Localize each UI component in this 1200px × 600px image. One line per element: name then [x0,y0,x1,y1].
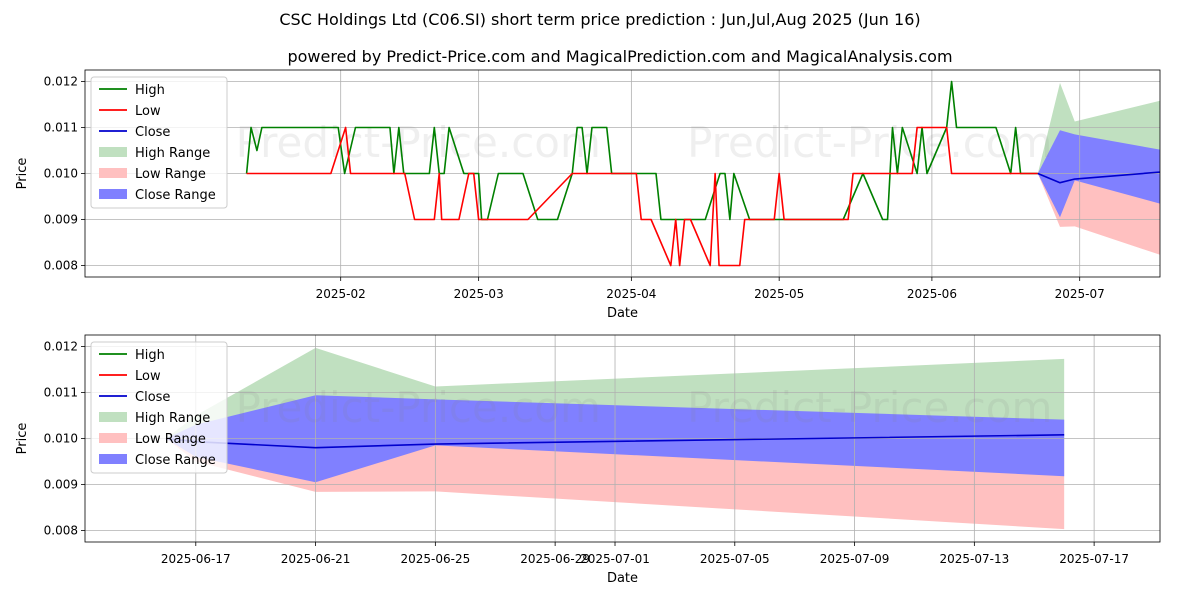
y-tick-label: 0.009 [44,478,78,492]
x-axis-label: Date [607,306,638,321]
y-tick-label: 0.012 [44,340,78,354]
legend-label: Low [135,104,161,119]
x-tick-label: 2025-06-17 [161,552,231,566]
watermark-left: Predict-Price.com [236,383,601,432]
legend-label: High [135,348,165,363]
legend-swatch-low-range [99,433,127,443]
legend-swatch-close-range [99,454,127,464]
watermark-right: Predict-Price.com [687,118,1052,167]
legend-swatch-high-range [99,412,127,422]
chart-subtitle: powered by Predict-Price.com and Magical… [287,47,952,66]
y-tick-label: 0.008 [44,524,78,538]
y-tick-label: 0.011 [44,121,78,135]
chart-title: CSC Holdings Ltd (C06.SI) short term pri… [279,10,920,29]
x-tick-label: 2025-07 [1055,287,1105,301]
legend-label: Close [135,125,170,140]
close-line [1037,171,1160,184]
full-period-chart: Predict-Price.com Predict-Price.com Predic… [15,69,1161,328]
legend-label: High Range [135,146,210,161]
legend-swatch-high-range [99,147,127,157]
y-axis-label: Price [15,158,30,190]
low-line [246,126,1038,267]
x-tick-label: 2025-03 [454,287,504,301]
x-tick-label: 2025-07-17 [1059,552,1129,566]
y-tick-label: 0.008 [44,259,78,273]
legend-label: High Range [135,411,210,426]
x-axis-label: Date [607,571,638,586]
watermark: Predict-Price.com Predict-Price.com Predic… [236,118,1053,328]
legend-label: Low [135,369,161,384]
y-tick-label: 0.010 [44,432,78,446]
x-tick-label: 2025-05 [754,287,804,301]
y-tick-label: 0.011 [44,386,78,400]
x-tick-label: 2025-07-05 [700,552,770,566]
x-tick-label: 2025-06-29 [520,552,590,566]
legend-label: Close Range [135,188,216,203]
legend: High Low Close High Range Low Range Close Ran… [90,341,228,474]
watermark-left: Predict-Price.com [236,118,601,167]
y-tick-label: 0.012 [44,75,78,89]
watermark: Predict-Price.com Predict-Price.com [236,383,1053,432]
legend-swatch-low-range [99,168,127,178]
x-tick-label: 2025-07-01 [580,552,650,566]
x-tick-label: 2025-07-13 [939,552,1009,566]
x-tick-label: 2025-02 [316,287,366,301]
x-tick-label: 2025-06-21 [281,552,351,566]
watermark-lower-right: Predict-Price.com [687,279,1052,328]
legend-label: Low Range [135,432,206,447]
x-tick-label: 2025-06 [907,287,957,301]
x-tick-label: 2025-04 [606,287,656,301]
legend-label: Close [135,390,170,405]
y-tick-label: 0.009 [44,213,78,227]
legend: High Low Close High Range Low Range Close Ran… [90,76,228,209]
watermark-right: Predict-Price.com [687,383,1052,432]
legend-label: Low Range [135,167,206,182]
plot-area: Predict-Price.com Predict-Price.com [85,335,1160,542]
legend-swatch-close-range [99,189,127,199]
plot-area: Predict-Price.com Predict-Price.com Predic… [85,70,1160,328]
x-tick-label: 2025-07-09 [820,552,890,566]
y-axis-label: Price [15,423,30,455]
watermark-lower-left: Predict-Price.com [236,279,601,328]
x-tick-label: 2025-06-25 [400,552,470,566]
y-tick-label: 0.010 [44,167,78,181]
prediction-zoom-chart: Predict-Price.com Predict-Price.com 2025-0… [15,334,1161,586]
legend-label: Close Range [135,453,216,468]
legend-label: High [135,83,165,98]
